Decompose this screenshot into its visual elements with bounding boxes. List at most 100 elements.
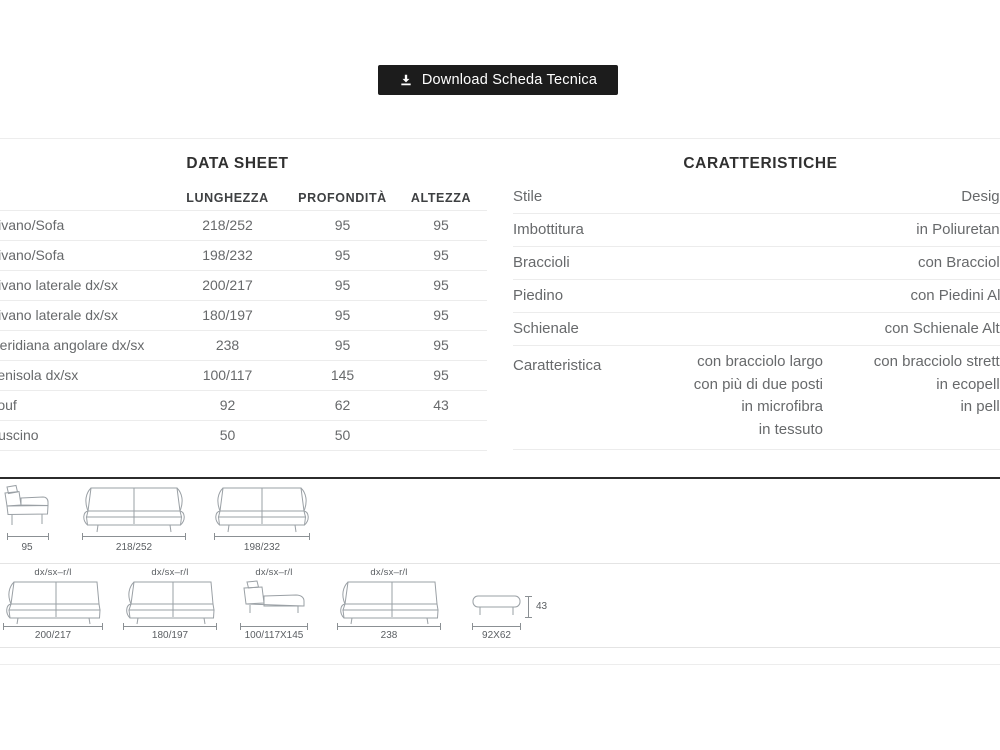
car-row-imbottitura: Imbottitura in Poliuretano [513, 214, 1000, 247]
table-row: Penisola dx/sx 100/117 145 95 [0, 361, 487, 391]
row-label: Divano laterale dx/sx [0, 307, 118, 323]
caratteristica-item: in ecopelle [936, 375, 1000, 393]
dimension-line [214, 532, 310, 540]
sofa-side-drawing [4, 484, 49, 525]
penisola-diagram: dx/sx–r/l 100/117X145 [240, 564, 308, 647]
dimension-line [240, 622, 308, 630]
sofa-onearm-drawing [6, 581, 101, 625]
column-header-altezza: ALTEZZA [410, 191, 472, 205]
caratteristica-item: in tessuto [758, 420, 823, 438]
row-label: Cuscino [0, 427, 39, 443]
car-value: Design [961, 188, 1000, 205]
dark-divider [0, 477, 1000, 479]
cell-profondita: 145 [330, 367, 355, 383]
table-row: Meridiana angolare dx/sx 238 95 95 [0, 331, 487, 361]
download-icon [401, 74, 411, 86]
sofa-front-drawing [215, 487, 309, 533]
diagram-row-1: 95 218/252 [0, 479, 1000, 564]
download-button-label: Download Scheda Tecnica [421, 72, 598, 88]
car-row-caratteristica: Caratteristica con bracciolo largo con p… [513, 346, 1000, 450]
dimension-line [82, 532, 186, 540]
dimension-line [3, 622, 103, 630]
cell-altezza [395, 421, 487, 450]
variant-label: dx/sx–r/l [255, 567, 293, 578]
dimension-line [7, 532, 49, 540]
height-dimension-line [524, 596, 533, 618]
datasheet-section: DATA SHEET LUNGHEZZA PROFONDITÀ ALTEZZA … [0, 155, 487, 451]
caratteristiche-section: CARATTERISTICHE Stile Design Imbottitura… [513, 155, 1000, 450]
cell-profondita: 95 [334, 247, 351, 263]
diagram-row-2: dx/sx–r/l 200/217 dx/sx–r/l [0, 564, 1000, 648]
car-label: Schienale [513, 320, 579, 337]
sofa-side-diagram: 95 [2, 479, 52, 563]
sofa-onearm-diagram: dx/sx–r/l 180/197 [123, 564, 217, 647]
dimension-label: 100/117X145 [244, 630, 304, 641]
cell-altezza: 95 [433, 247, 449, 263]
cell-lunghezza: 92 [219, 397, 236, 413]
meridiana-drawing [340, 581, 439, 625]
cell-lunghezza: 238 [215, 337, 240, 353]
car-value: con Schienale Alto [884, 320, 1000, 337]
dimension-label: 198/232 [243, 542, 281, 553]
row-label: Divano/Sofa [0, 247, 65, 263]
caratteristica-item: con bracciolo stretto [873, 353, 1000, 370]
cell-profondita: 95 [334, 277, 351, 293]
dimension-label: 218/252 [115, 542, 153, 553]
cell-profondita: 95 [334, 307, 351, 323]
cell-altezza: 95 [433, 307, 449, 323]
dimension-label: 238 [380, 630, 398, 641]
pouf-drawing [472, 595, 521, 615]
car-label: Piedino [513, 287, 564, 304]
table-row: Divano laterale dx/sx 180/197 95 95 [0, 301, 487, 331]
dimension-line [337, 622, 441, 630]
car-value: con Piedini Alti [910, 287, 1000, 304]
row-label: Pouf [0, 397, 17, 413]
cell-lunghezza: 200/217 [202, 277, 253, 293]
meridiana-diagram: dx/sx–r/l 238 [337, 564, 441, 647]
cell-lunghezza: 198/232 [202, 247, 253, 263]
variant-label: dx/sx–r/l [34, 567, 72, 578]
car-label: Stile [513, 188, 543, 205]
cell-lunghezza: 100/117 [202, 367, 253, 383]
cell-lunghezza: 218/252 [202, 217, 253, 233]
cell-altezza: 43 [433, 397, 449, 413]
cell-altezza: 95 [433, 277, 449, 293]
car-value: in Poliuretano [916, 221, 1000, 238]
cell-lunghezza: 180/197 [202, 307, 253, 323]
sofa-onearm-diagram: dx/sx–r/l 200/217 [3, 564, 103, 647]
dimension-line [123, 622, 217, 630]
cell-profondita: 95 [334, 217, 351, 233]
dimension-label: 92X62 [482, 630, 511, 641]
car-label: Caratteristica [513, 357, 602, 374]
row-label: Penisola dx/sx [0, 367, 79, 383]
variant-label: dx/sx–r/l [370, 567, 408, 578]
table-row: Divano/Sofa 198/232 95 95 [0, 241, 487, 271]
car-label: Braccioli [513, 254, 570, 271]
table-row: Cuscino 50 50 [0, 421, 487, 451]
bottom-divider [0, 664, 1000, 665]
sofa-onearm-drawing [126, 581, 215, 625]
row-label: Divano/Sofa [0, 217, 65, 233]
cell-lunghezza: 50 [219, 427, 236, 443]
cell-altezza: 95 [433, 217, 449, 233]
caratteristiche-rows: Stile Design Imbottitura in Poliuretano … [513, 181, 1000, 450]
datasheet-title: DATA SHEET [186, 155, 289, 172]
table-row: Divano laterale dx/sx 200/217 95 95 [0, 271, 487, 301]
row-label: Meridiana angolare dx/sx [0, 337, 145, 353]
car-value: con Bracciolo [917, 254, 1000, 271]
height-dimension-label: 43 [536, 601, 548, 612]
cell-altezza: 95 [433, 337, 449, 353]
download-datasheet-button[interactable]: Download Scheda Tecnica [378, 65, 618, 95]
dimension-label: 200/217 [34, 630, 72, 641]
car-row-schienale: Schienale con Schienale Alto [513, 313, 1000, 346]
column-header-profondita: PROFONDITÀ [298, 191, 387, 205]
caratteristica-item: con bracciolo largo [697, 353, 823, 370]
table-row: Divano/Sofa 218/252 95 95 [0, 211, 487, 241]
dimension-label: 95 [21, 542, 33, 553]
cell-profondita: 62 [334, 397, 351, 413]
pouf-diagram: 92X62 [472, 564, 521, 647]
table-row: Pouf 92 62 43 [0, 391, 487, 421]
sofa-front-drawing [83, 487, 185, 533]
caratteristica-item: in microfibra [741, 398, 823, 415]
